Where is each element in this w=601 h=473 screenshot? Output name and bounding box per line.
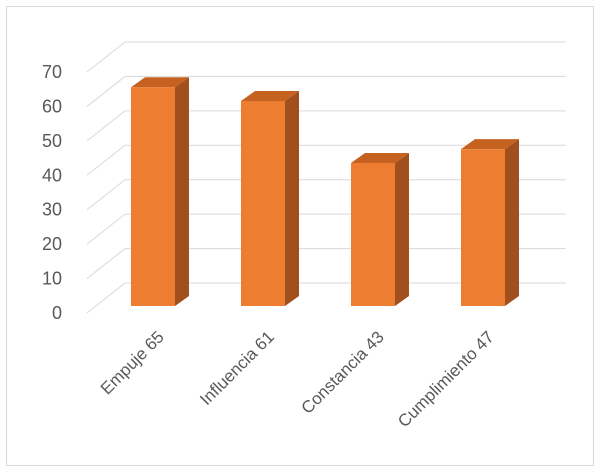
bar-top	[241, 90, 299, 101]
y-tick-label: 20	[42, 234, 62, 254]
gridline-diagonal	[86, 110, 126, 142]
y-tick-label: 60	[42, 96, 62, 116]
bar	[461, 149, 505, 306]
gridline-diagonal	[86, 144, 126, 176]
gridline-diagonal	[86, 76, 126, 107]
bar-side	[285, 90, 299, 306]
bar-top	[131, 77, 189, 88]
x-tick-label: Influencia 61	[196, 327, 278, 409]
bar-side	[175, 77, 189, 306]
gridline-diagonal	[86, 179, 126, 211]
y-tick-label: 0	[52, 303, 62, 323]
bar	[351, 162, 395, 306]
y-tick-label: 40	[42, 165, 62, 185]
bar	[131, 87, 175, 306]
gridline-diagonal	[86, 41, 126, 73]
x-tick-label: Constancia 43	[298, 327, 388, 417]
bar-side	[395, 152, 409, 306]
y-tick-label: 50	[42, 131, 62, 151]
bar-top	[351, 152, 409, 163]
x-tick-label: Empuje 65	[97, 327, 168, 398]
x-tick-label: Cumplimiento 47	[394, 327, 498, 431]
bar	[241, 100, 285, 306]
bar-side	[505, 139, 519, 306]
bar-top	[461, 139, 519, 150]
y-tick-label: 10	[42, 269, 62, 289]
y-tick-label: 70	[42, 62, 62, 82]
gridline-diagonal	[86, 282, 126, 314]
gridline-diagonal	[86, 213, 126, 245]
y-tick-label: 30	[42, 200, 62, 220]
gridline-diagonal	[86, 248, 126, 279]
